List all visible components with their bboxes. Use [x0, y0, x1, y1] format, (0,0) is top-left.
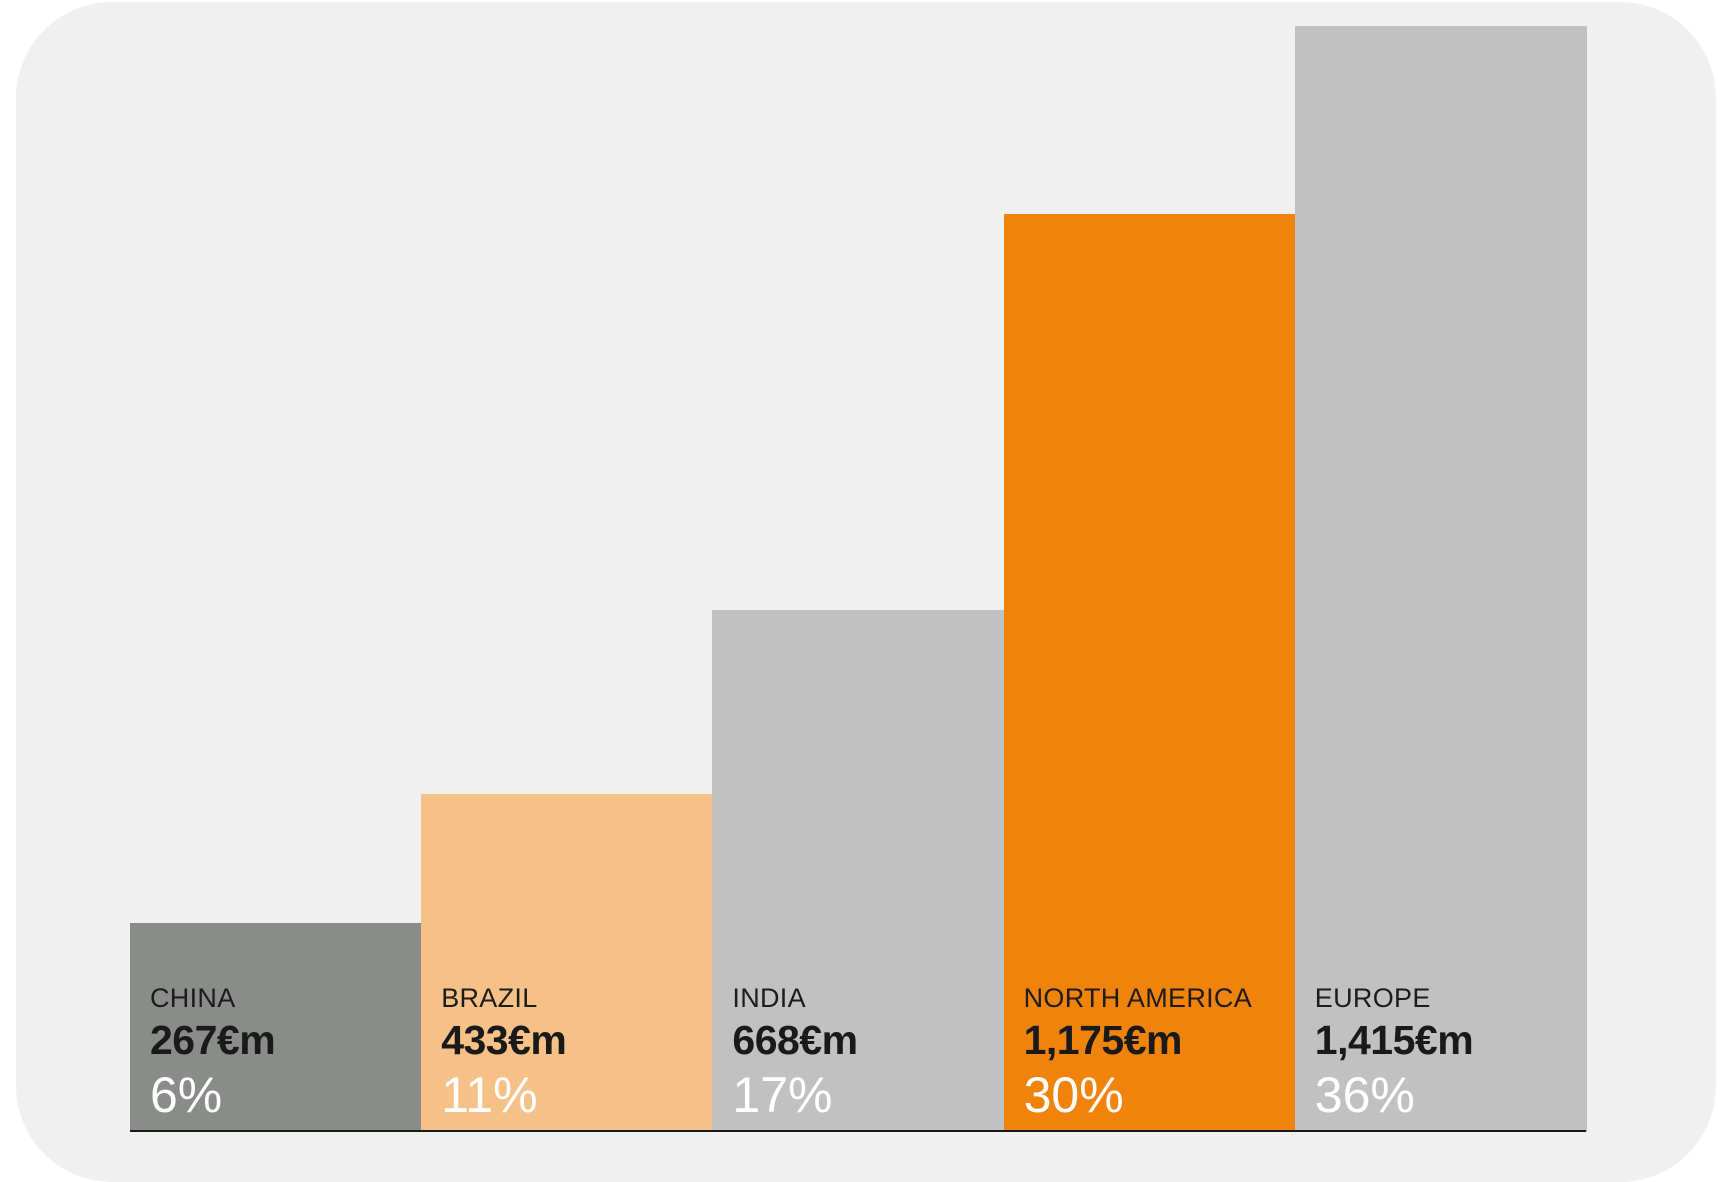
x-axis-baseline [130, 1130, 1586, 1132]
bar-chart: CHINA 267€m 6% BRAZIL 433€m 11% INDIA 66… [130, 26, 1587, 1132]
bar-china: CHINA 267€m 6% [130, 923, 422, 1132]
percent-label-europe: 36% [1314, 1067, 1415, 1123]
category-label-brazil: BRAZIL [441, 983, 538, 1013]
value-label-europe: 1,415€m [1314, 1017, 1474, 1063]
bar-india: INDIA 668€m 17% [712, 609, 1005, 1132]
category-label-india: INDIA [732, 983, 806, 1013]
percent-label-india: 17% [732, 1067, 833, 1123]
value-label-china: 267€m [150, 1017, 276, 1063]
bar-brazil: BRAZIL 433€m 11% [421, 793, 714, 1132]
category-label-north-america: NORTH AMERICA [1023, 983, 1253, 1013]
category-label-china: CHINA [150, 983, 236, 1013]
value-label-india: 668€m [732, 1017, 858, 1063]
bar-north-america: NORTH AMERICA 1,175€m 30% [1003, 213, 1296, 1132]
percent-label-north-america: 30% [1023, 1067, 1124, 1123]
percent-label-brazil: 11% [441, 1067, 538, 1123]
bar-europe: EUROPE 1,415€m 36% [1294, 26, 1587, 1132]
value-label-brazil: 433€m [441, 1017, 567, 1063]
category-label-europe: EUROPE [1314, 983, 1431, 1013]
value-label-north-america: 1,175€m [1023, 1017, 1183, 1063]
percent-label-china: 6% [150, 1067, 223, 1123]
